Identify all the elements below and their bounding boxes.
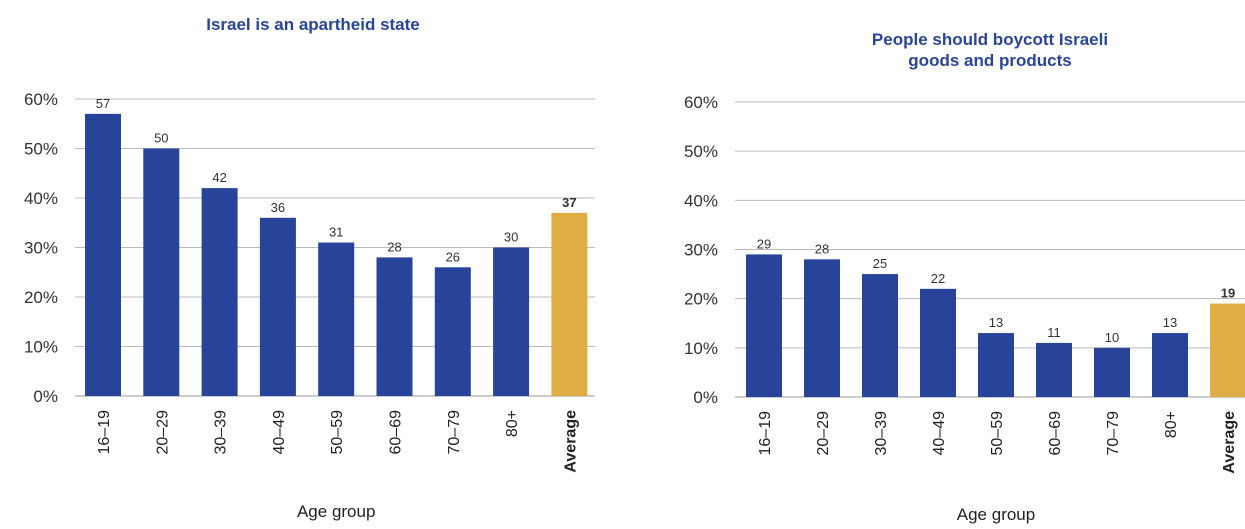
- y-tick-label: 20%: [684, 290, 718, 309]
- bar: [434, 267, 471, 396]
- x-tick-label: 16–19: [96, 410, 113, 455]
- value-label: 57: [96, 96, 110, 111]
- value-label: 25: [873, 256, 887, 271]
- value-label: 13: [989, 315, 1003, 330]
- x-tick-label: 60–69: [388, 410, 405, 455]
- x-tick-label: 20–29: [815, 411, 832, 456]
- bar: [376, 257, 413, 396]
- x-tick-label: 40–49: [271, 410, 288, 455]
- x-tick-label: 80+: [1163, 411, 1180, 438]
- x-tick-label: 80+: [504, 410, 521, 437]
- y-tick-label: 40%: [24, 189, 58, 208]
- bar: [804, 259, 840, 397]
- y-tick-label: 50%: [684, 142, 718, 161]
- bar: [978, 333, 1014, 397]
- bar: [1152, 333, 1188, 397]
- y-tick-label: 40%: [684, 191, 718, 210]
- x-tick-label: 30–39: [213, 410, 230, 455]
- bar: [920, 288, 956, 397]
- bar: [1094, 347, 1130, 397]
- value-label: 22: [931, 271, 945, 286]
- y-tick-label: 20%: [24, 288, 58, 307]
- y-tick-label: 0%: [33, 387, 58, 406]
- y-tick-label: 0%: [693, 388, 718, 407]
- x-tick-label: 50–59: [989, 411, 1006, 456]
- value-label: 42: [212, 170, 226, 185]
- bar: [259, 217, 296, 396]
- x-tick-label: 70–79: [1105, 411, 1122, 456]
- bar: [862, 274, 898, 397]
- value-label: 28: [815, 241, 829, 256]
- bar: [1036, 342, 1072, 397]
- bar: [143, 148, 180, 396]
- bar: [493, 247, 530, 396]
- bar: [1210, 303, 1245, 397]
- value-label: 29: [757, 236, 771, 251]
- x-tick-label: Average: [1221, 411, 1238, 474]
- value-label: 28: [387, 239, 401, 254]
- y-tick-label: 30%: [24, 239, 58, 258]
- value-label: 19: [1221, 286, 1235, 301]
- y-tick-label: 10%: [24, 338, 58, 357]
- chart-title: People should boycott Israeli: [872, 30, 1108, 49]
- y-tick-label: 10%: [684, 339, 718, 358]
- y-tick-label: 30%: [684, 241, 718, 260]
- value-label: 30: [504, 230, 518, 245]
- y-tick-label: 60%: [684, 93, 718, 112]
- value-label: 31: [329, 225, 343, 240]
- x-tick-label: 50–59: [329, 410, 346, 455]
- x-tick-label: 70–79: [446, 410, 463, 455]
- x-tick-label: 30–39: [873, 411, 890, 456]
- bar: [318, 242, 355, 396]
- y-tick-label: 50%: [24, 140, 58, 159]
- value-label: 10: [1105, 330, 1119, 345]
- bar: [551, 212, 588, 396]
- value-label: 13: [1163, 315, 1177, 330]
- value-label: 50: [154, 131, 168, 146]
- bar: [201, 188, 238, 396]
- x-tick-label: 20–29: [154, 410, 171, 455]
- chart-title: goods and products: [908, 51, 1071, 70]
- value-label: 37: [562, 195, 576, 210]
- x-tick-label: 16–19: [757, 411, 774, 456]
- value-label: 36: [271, 200, 285, 215]
- value-label: 11: [1047, 325, 1061, 340]
- y-tick-label: 60%: [24, 90, 58, 109]
- x-tick-label: 60–69: [1047, 411, 1064, 456]
- x-tick-label: 40–49: [931, 411, 948, 456]
- x-axis-label: Age group: [297, 502, 375, 521]
- chart-title: Israel is an apartheid state: [206, 15, 420, 34]
- x-axis-label: Age group: [957, 505, 1035, 524]
- bar: [85, 113, 121, 396]
- value-label: 26: [446, 249, 460, 264]
- x-tick-label: Average: [562, 410, 579, 473]
- bar: [746, 254, 782, 397]
